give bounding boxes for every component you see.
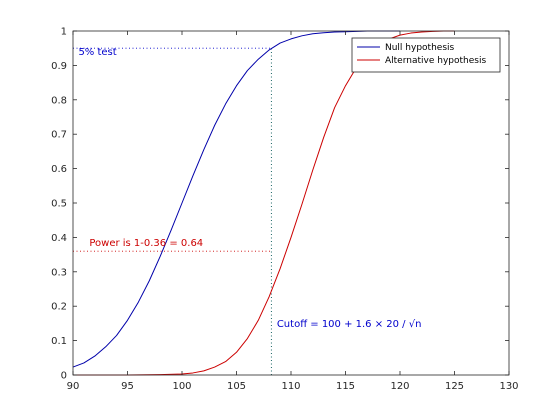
x-tick-label: 100 bbox=[172, 381, 191, 392]
y-tick-label: 0.7 bbox=[51, 130, 67, 141]
x-axis: 90 95 100 105 110 115 120 125 130 bbox=[67, 31, 519, 392]
y-tick-label: 0.5 bbox=[51, 199, 67, 210]
annotation-0: 5% test bbox=[78, 47, 116, 58]
plot-area bbox=[73, 31, 509, 375]
y-tick-label: 0.8 bbox=[51, 95, 67, 106]
y-tick-label: 0.9 bbox=[51, 61, 67, 72]
y-tick-label: 1 bbox=[61, 27, 67, 38]
legend-box bbox=[351, 37, 501, 73]
x-tick-label: 105 bbox=[227, 381, 246, 392]
y-tick-label: 0 bbox=[61, 371, 67, 382]
x-tick-label: 120 bbox=[390, 381, 409, 392]
y-tick-label: 0.3 bbox=[51, 267, 67, 278]
legend-label-1: Alternative hypothesis bbox=[385, 56, 486, 66]
x-tick-label: 125 bbox=[445, 381, 464, 392]
annotation-2: Cutoff = 100 + 1.6 × 20 / √n bbox=[277, 319, 422, 330]
x-tick-label: 110 bbox=[281, 381, 300, 392]
reference-lines bbox=[73, 47, 272, 375]
annotations: 5% test Power is 1-0.36 = 0.64 Cutoff = 10… bbox=[78, 47, 421, 330]
x-tick-label: 130 bbox=[499, 381, 518, 392]
legend-label-0: Null hypothesis bbox=[385, 43, 455, 53]
x-tick-label: 95 bbox=[121, 381, 134, 392]
y-tick-label: 0.2 bbox=[51, 302, 67, 313]
y-axis: 0 0.1 0.2 0.3 0.4 0.5 0.6 0.7 0.8 0.9 1 bbox=[51, 27, 509, 382]
annotation-1: Power is 1-0.36 = 0.64 bbox=[89, 238, 203, 249]
legend: Null hypothesis Alternative hypothesis bbox=[351, 37, 501, 73]
x-tick-label: 90 bbox=[67, 381, 80, 392]
series-line-1 bbox=[73, 30, 455, 376]
y-tick-label: 0.6 bbox=[51, 164, 67, 175]
y-tick-label: 0.1 bbox=[51, 336, 67, 347]
y-tick-label: 0.4 bbox=[51, 233, 67, 244]
x-tick-label: 115 bbox=[336, 381, 355, 392]
